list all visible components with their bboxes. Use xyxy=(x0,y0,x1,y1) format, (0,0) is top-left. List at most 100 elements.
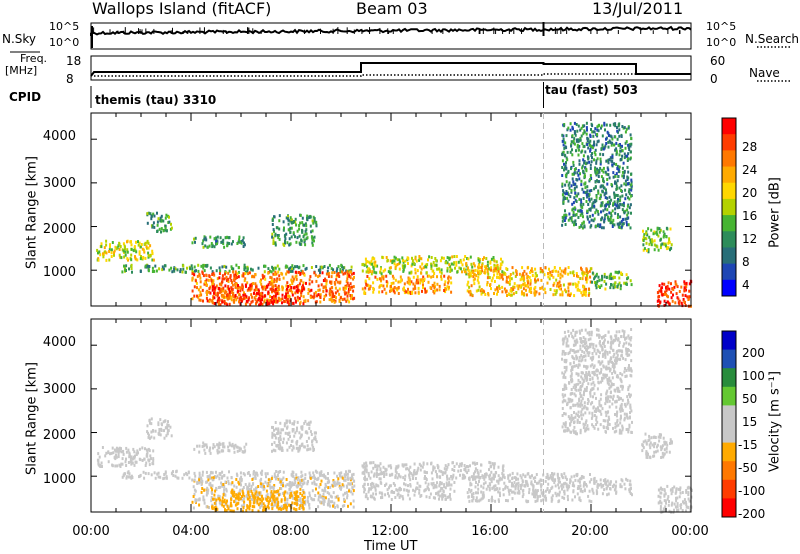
power-scatter-cell xyxy=(311,237,314,241)
power-scatter-cell xyxy=(373,264,376,268)
velocity-scatter-cell xyxy=(445,467,448,471)
power-scatter-cell xyxy=(402,266,405,269)
power-scatter-cell xyxy=(285,216,288,220)
power-scatter-cell xyxy=(619,202,622,206)
power-scatter-cell xyxy=(657,234,660,238)
velocity-scatter-cell xyxy=(426,485,429,489)
power-scatter-cell xyxy=(176,268,179,272)
velocity-scatter-cell xyxy=(288,487,291,491)
power-scatter-cell xyxy=(688,282,691,286)
velocity-scatter-cell xyxy=(289,495,292,499)
velocity-scatter-cell xyxy=(230,497,232,501)
power-scatter-cell xyxy=(597,212,600,216)
velocity-scatter-cell xyxy=(475,481,477,484)
power-scatter-cell xyxy=(608,158,611,162)
velocity-scatter-cell xyxy=(397,464,400,468)
power-scatter-cell xyxy=(216,294,219,298)
power-scatter-cell xyxy=(443,274,446,278)
power-scatter-cell xyxy=(584,276,587,280)
power-scatter-cell xyxy=(471,265,474,269)
power-scatter-cell xyxy=(565,290,567,294)
velocity-scatter-cell xyxy=(394,496,397,499)
power-scatter-cell xyxy=(608,274,611,278)
velocity-scatter-cell xyxy=(271,507,274,511)
velocity-scatter-cell xyxy=(476,475,479,479)
power-scatter-cell xyxy=(662,230,665,234)
power-scatter-cell xyxy=(243,291,245,295)
power-scatter-cell xyxy=(499,265,502,269)
power-scatter-cell xyxy=(613,196,616,199)
velocity-scatter-cell xyxy=(531,492,534,496)
velocity-scatter-cell xyxy=(280,428,283,432)
power-scatter-cell xyxy=(608,195,611,199)
power-scatter-cell xyxy=(567,272,570,276)
power-scatter-cell xyxy=(201,272,204,275)
velocity-scatter-cell xyxy=(299,479,302,483)
power-scatter-cell xyxy=(434,289,437,293)
power-scatter-cell xyxy=(615,152,618,156)
velocity-scatter-cell xyxy=(307,447,310,451)
power-scatter-cell xyxy=(232,267,235,271)
velocity-scatter-cell xyxy=(147,435,150,439)
power-scatter-cell xyxy=(610,198,613,202)
power-scatter-cell xyxy=(257,266,260,270)
power-scatter-cell xyxy=(497,270,500,274)
velocity-scatter-cell xyxy=(438,469,441,473)
power-scatter-cell xyxy=(565,214,568,218)
power-scatter-cell xyxy=(285,284,288,288)
velocity-scatter-cell xyxy=(233,446,236,450)
power-scatter-cell xyxy=(203,237,206,241)
power-scatter-cell xyxy=(617,143,620,147)
power-scatter-cell xyxy=(414,271,417,275)
velocity-scatter-cell xyxy=(203,448,206,452)
velocity-scatter-cell xyxy=(218,472,221,476)
velocity-scatter-cell xyxy=(372,466,375,470)
velocity-scatter-cell xyxy=(128,451,131,455)
power-scatter-cell xyxy=(151,224,154,228)
power-scatter-cell xyxy=(295,285,298,289)
power-scatter-cell xyxy=(568,212,571,216)
power-scatter-cell xyxy=(571,148,573,152)
velocity-scatter-cell xyxy=(439,475,442,479)
power-scatter-cell xyxy=(158,267,161,271)
velocity-scatter-cell xyxy=(144,471,147,475)
power-scatter-cell xyxy=(527,279,530,283)
power-scatter-cell xyxy=(231,291,234,294)
power-scatter-cell xyxy=(226,303,229,307)
velocity-scatter-cell xyxy=(502,488,505,492)
power-scatter-cell xyxy=(536,274,538,278)
velocity-scatter-cell xyxy=(274,449,277,453)
velocity-scatter-cell xyxy=(279,421,282,425)
velocity-scatter-cell xyxy=(227,445,230,449)
power-scatter-cell xyxy=(522,274,525,278)
power-scatter-cell xyxy=(607,215,610,219)
power-scatter-cell xyxy=(558,287,561,291)
velocity-scatter-cell xyxy=(434,496,436,500)
velocity-scatter-cell xyxy=(437,490,440,494)
velocity-scatter-cell xyxy=(525,482,528,486)
power-scatter-cell xyxy=(277,270,280,274)
power-scatter-cell xyxy=(329,280,332,284)
power-scatter-cell xyxy=(546,281,549,285)
velocity-scatter-cell xyxy=(259,505,262,509)
power-scatter-cell xyxy=(606,178,609,181)
power-scatter-cell xyxy=(330,275,333,279)
power-scatter-cell xyxy=(382,269,385,273)
power-scatter-cell xyxy=(664,292,667,296)
power-scatter-cell xyxy=(468,290,471,294)
power-scatter-cell xyxy=(342,266,345,270)
velocity-scatter-cell xyxy=(114,455,117,459)
power-scatter-cell xyxy=(620,189,623,192)
velocity-scatter-cell xyxy=(447,463,450,467)
power-scatter-cell xyxy=(255,291,258,295)
velocity-scatter-cell xyxy=(469,490,472,494)
power-scatter-cell xyxy=(576,143,579,147)
power-scatter-cell xyxy=(618,128,621,132)
power-scatter-cell xyxy=(561,166,564,169)
velocity-scatter-cell xyxy=(243,496,246,500)
velocity-scatter-cell xyxy=(403,477,406,481)
velocity-scatter-cell xyxy=(344,475,347,479)
power-scatter-cell xyxy=(189,267,192,271)
velocity-scatter-cell xyxy=(412,477,414,480)
velocity-scatter-cell xyxy=(192,495,195,498)
